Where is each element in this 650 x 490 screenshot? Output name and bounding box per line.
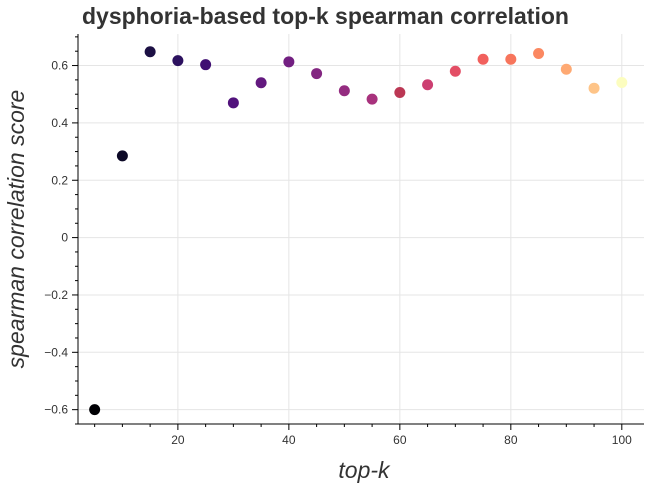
y-tick-label: 0.6: [51, 59, 68, 73]
data-point: [283, 56, 295, 68]
data-points: [89, 46, 628, 416]
chart-title: dysphoria-based top-k spearman correlati…: [82, 3, 569, 29]
data-point: [200, 59, 212, 71]
data-point: [422, 79, 434, 91]
data-point: [394, 87, 406, 98]
data-point: [616, 76, 628, 88]
data-point: [560, 63, 572, 75]
y-tick-label: −0.2: [44, 288, 68, 302]
data-point: [172, 55, 184, 67]
y-tick-label: 0.4: [51, 116, 68, 130]
data-point: [144, 46, 156, 58]
data-point: [311, 68, 323, 80]
x-tick-label: 40: [282, 433, 296, 447]
y-tick-label: −0.4: [44, 345, 68, 359]
x-tick-label: 20: [171, 433, 185, 447]
x-tick-label: 60: [393, 433, 407, 447]
y-tick-label: 0: [61, 231, 68, 245]
data-point: [227, 97, 239, 109]
data-point: [533, 48, 545, 59]
data-point: [366, 93, 378, 105]
data-point: [89, 404, 101, 416]
data-point: [588, 82, 600, 94]
data-point: [338, 85, 350, 97]
x-tick-label: 100: [612, 433, 632, 447]
ticks: 20 40 60 80 100 −0.6 −0.4 −0.2 0 0.2 0.4 0.6: [44, 36, 632, 447]
data-point: [449, 65, 461, 77]
y-axis-label: spearman correlation score: [3, 90, 29, 369]
data-point: [505, 53, 517, 65]
y-tick-label: 0.2: [51, 173, 68, 187]
y-tick-label: −0.6: [44, 403, 68, 417]
grid: [78, 34, 644, 424]
x-tick-label: 80: [504, 433, 518, 447]
x-axis-label: top-k: [338, 457, 391, 483]
data-point: [116, 150, 128, 162]
data-point: [477, 53, 489, 65]
data-point: [255, 77, 267, 89]
axes: [77, 34, 644, 425]
